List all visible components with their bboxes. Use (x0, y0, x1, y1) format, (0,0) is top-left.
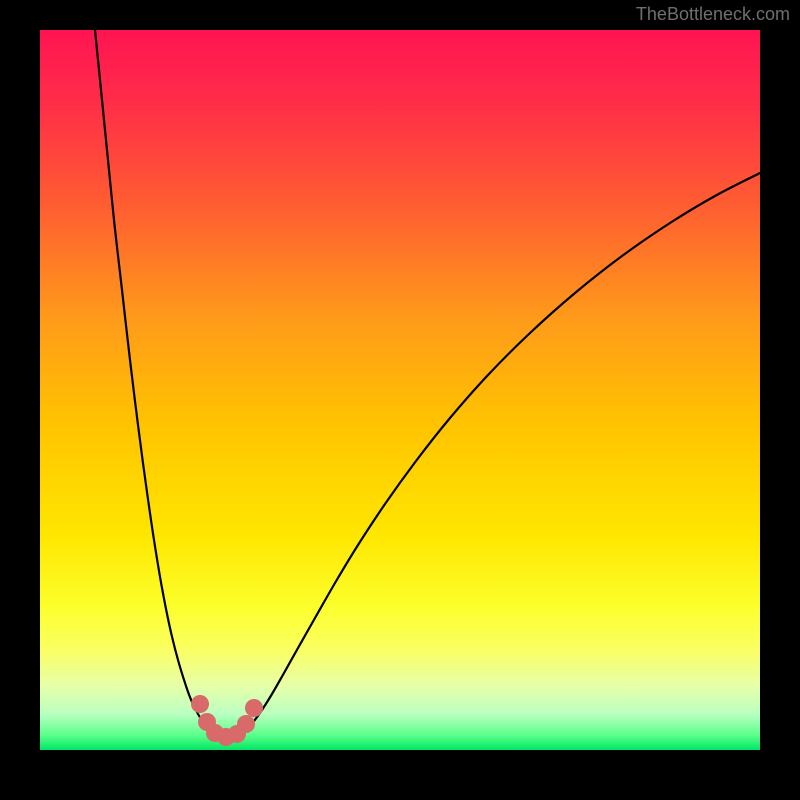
chart-container: TheBottleneck.com (0, 0, 800, 800)
plot-area (40, 30, 760, 750)
marker-point (237, 715, 255, 733)
gradient-background (40, 30, 760, 750)
watermark-text: TheBottleneck.com (636, 4, 790, 25)
marker-point (191, 695, 209, 713)
chart-svg (40, 30, 760, 750)
marker-point (245, 699, 263, 717)
